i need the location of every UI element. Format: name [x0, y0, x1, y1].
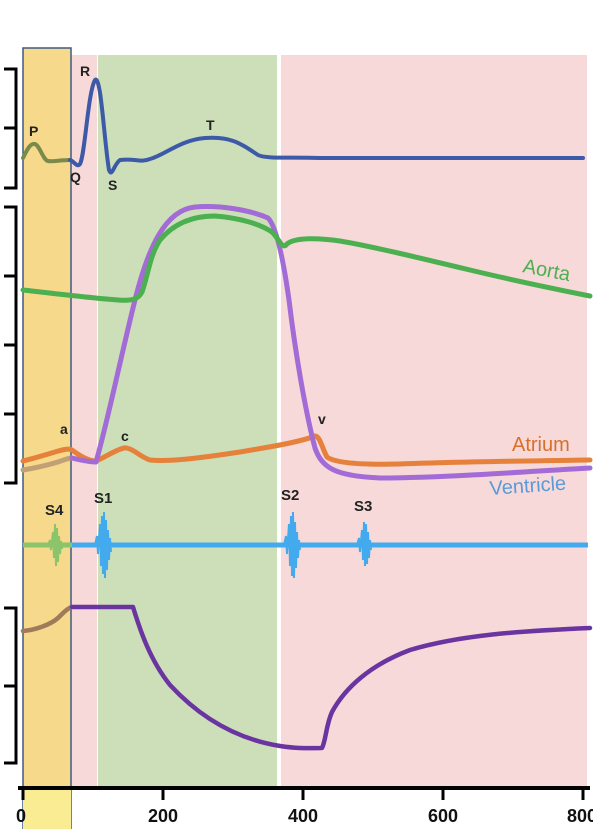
ecg-label-r: R: [80, 63, 90, 79]
aorta-pressure-curve: [20, 213, 593, 303]
ventricle-pressure-curve: [69, 204, 593, 481]
time-axis-ticks: [21, 788, 585, 800]
s4-label: S4: [45, 502, 64, 519]
pressure-bracket: [4, 205, 18, 485]
tick-label-400: 400: [288, 806, 318, 826]
diastole-band-right: [281, 55, 587, 788]
atrium-pressure-start: [20, 455, 75, 473]
left-scale-brackets: [4, 67, 18, 765]
ventricle-label: Ventricle: [489, 473, 567, 500]
s4-burst: [47, 523, 63, 567]
phase-bands: [22, 47, 587, 829]
ecg-bracket: [4, 67, 18, 190]
time-axis: 0 200 400 600 800: [16, 786, 593, 826]
wave-label-a: a: [60, 421, 68, 437]
wave-label-c: c: [121, 428, 129, 444]
s2-label: S2: [281, 487, 299, 504]
tick-label-200: 200: [148, 806, 178, 826]
ventricular-volume: [20, 604, 593, 751]
volume-bracket: [4, 606, 18, 765]
atrial-systole-band-bottom: [23, 790, 71, 829]
ecg-trace: [21, 77, 585, 175]
tick-label-0: 0: [16, 806, 26, 826]
atrial-systole-band: [22, 47, 72, 829]
atrium-label: Atrium: [512, 434, 570, 456]
ecg-label-s: S: [108, 177, 117, 193]
pressure-curves: [20, 204, 593, 481]
systole-band: [98, 55, 277, 788]
ecg-p-segment: [21, 141, 72, 164]
ecg-qrst-line: [68, 77, 585, 175]
volume-curve-atrial: [20, 604, 75, 634]
volume-curve: [69, 604, 593, 751]
s2-burst: [283, 511, 301, 579]
ecg-label-t: T: [206, 117, 215, 133]
ecg-label-p: P: [29, 123, 38, 139]
atrium-pressure-curve: [20, 433, 593, 467]
s1-label: S1: [94, 490, 112, 507]
diastole-band-left: [70, 55, 97, 788]
wave-label-v: v: [318, 411, 326, 427]
tick-label-800: 800: [567, 806, 593, 826]
ecg-labels: P Q R S T: [29, 63, 215, 193]
s3-burst: [356, 521, 372, 567]
tick-label-600: 600: [428, 806, 458, 826]
s1-burst: [94, 511, 112, 579]
ecg-label-q: Q: [70, 169, 81, 185]
s3-label: S3: [354, 498, 372, 515]
heart-sounds: S4 S1 S2 S3: [23, 487, 588, 579]
